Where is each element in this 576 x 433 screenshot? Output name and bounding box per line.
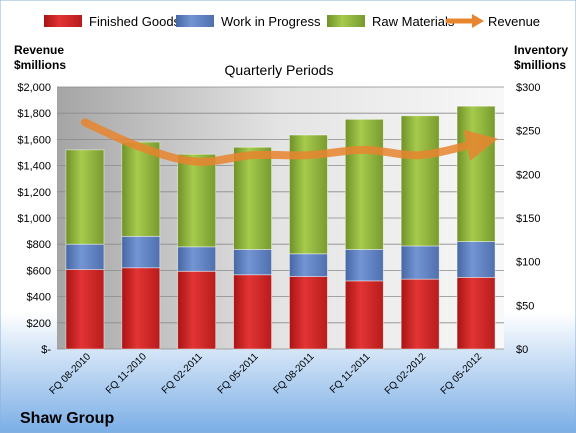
right-axis-ticks: $0 $50 $100 $150 $200 $250 $300 — [516, 82, 540, 356]
bar-raw-materials — [177, 153, 217, 248]
left-axis-ticks: $- $200 $400 $600 $800 $1,000 $1,200 $1,400 $1,6… — [17, 82, 51, 356]
right-tick-label: $250 — [516, 126, 540, 138]
left-tick-label: $1,600 — [17, 134, 51, 146]
left-tick-label: $600 — [27, 265, 51, 277]
right-tick-label: $200 — [516, 169, 540, 181]
company-label: Shaw Group — [20, 410, 114, 427]
left-tick-label: $1,000 — [17, 213, 51, 225]
bar-raw-materials — [400, 115, 440, 247]
bar-work-in-progress — [233, 249, 272, 276]
right-axis-label-line1: Inventory — [514, 43, 568, 57]
bar-work-in-progress — [177, 246, 217, 272]
chart-title: Quarterly Periods — [225, 62, 334, 78]
bar-raw-materials — [65, 149, 105, 245]
bar-finished-goods — [121, 267, 161, 350]
left-axis-label-line2: $millions — [14, 58, 66, 72]
revenue-line — [80, 118, 498, 166]
right-axis-label-line2: $millions — [514, 58, 566, 72]
bar-work-in-progress — [400, 245, 440, 280]
left-tick-label: $2,000 — [17, 82, 51, 94]
bars-group — [65, 105, 496, 350]
left-tick-label: $800 — [27, 239, 51, 251]
bar-raw-materials — [456, 105, 496, 242]
right-tick-label: $50 — [516, 300, 534, 312]
left-tick-label: $- — [41, 344, 51, 356]
bar-raw-materials — [121, 141, 161, 237]
left-tick-label: $1,400 — [17, 161, 51, 173]
right-tick-label: $150 — [516, 213, 540, 225]
bar-work-in-progress — [289, 253, 328, 277]
bar-finished-goods — [400, 278, 440, 350]
bar-finished-goods — [177, 270, 217, 350]
legend-label-raw-materials: Raw Materials — [372, 14, 455, 29]
right-tick-label: $300 — [516, 82, 540, 94]
left-tick-label: $1,200 — [17, 187, 51, 199]
bar-finished-goods — [456, 276, 496, 350]
legend: Finished Goods Work in Progress Raw Mate… — [44, 14, 540, 29]
legend-revenue-arrow-icon — [472, 14, 484, 28]
bar-finished-goods — [289, 276, 328, 350]
left-axis-label-line1: Revenue — [14, 43, 64, 57]
bar-finished-goods — [344, 280, 384, 350]
bar-work-in-progress — [344, 249, 384, 282]
legend-label-work-in-progress: Work in Progress — [221, 14, 321, 29]
right-tick-label: $0 — [516, 344, 528, 356]
bar-raw-materials — [233, 146, 272, 250]
left-tick-label: $200 — [27, 318, 51, 330]
left-tick-label: $400 — [27, 292, 51, 304]
bar-work-in-progress — [121, 235, 161, 269]
bar-work-in-progress — [65, 243, 105, 270]
bar-finished-goods — [233, 274, 272, 350]
legend-label-finished-goods: Finished Goods — [89, 14, 181, 29]
right-tick-label: $100 — [516, 257, 540, 269]
legend-swatch-raw-materials — [327, 15, 365, 27]
bar-finished-goods — [65, 269, 105, 350]
left-tick-label: $1,800 — [17, 108, 51, 120]
legend-label-revenue: Revenue — [488, 14, 540, 29]
bar-work-in-progress — [456, 241, 496, 278]
legend-swatch-work-in-progress — [176, 15, 214, 27]
legend-swatch-finished-goods — [44, 15, 82, 27]
bar-raw-materials — [344, 118, 384, 250]
revenue-line-group — [80, 118, 498, 166]
